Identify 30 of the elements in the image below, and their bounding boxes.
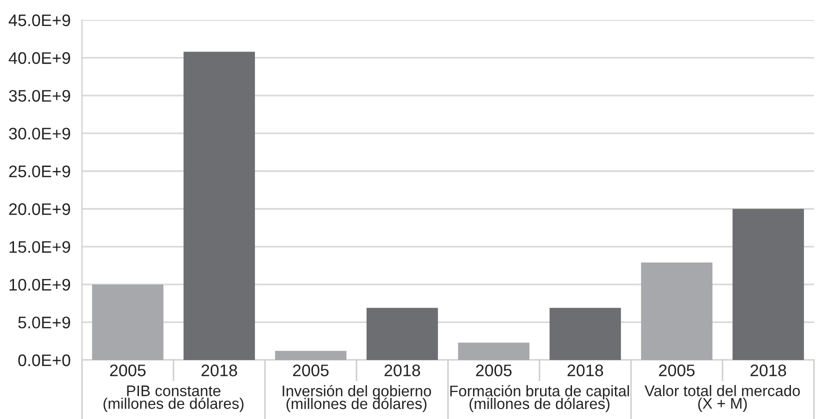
x-tick-label: Inversión del gobierno (millones de dólares)	[282, 385, 432, 412]
text: 2005	[293, 364, 329, 376]
y-tick-label: 30.0E+9	[8, 128, 70, 140]
bar	[550, 308, 621, 360]
bar	[458, 342, 530, 360]
y-tick-label: 20.0E+9	[9, 203, 70, 216]
y-tick-label: 5.0E+9	[18, 316, 70, 328]
bar	[641, 262, 712, 360]
bar	[732, 208, 804, 360]
y-tick-label: 40.0E+9	[8, 52, 70, 64]
text: 2018	[750, 364, 786, 376]
bar	[184, 52, 255, 360]
bar	[275, 350, 346, 360]
text: 2005	[659, 364, 695, 376]
series-label: 2018	[202, 364, 238, 376]
x-tick-label: Valor total del mercado (X + M)	[644, 385, 800, 412]
y-tick-label: 45.0E+9	[8, 14, 70, 26]
series-label: 2005	[110, 364, 146, 376]
text: 2018	[384, 364, 420, 376]
text: 2018	[568, 364, 604, 376]
text: 2005	[476, 364, 512, 376]
y-tick-label: 10.0E+9	[10, 278, 70, 291]
y-tick-label: 15.0E+9	[10, 241, 70, 253]
y-tick-label: 35.0E+9	[8, 90, 70, 102]
x-tick-label: Formación bruta de capital (millones de dólares)	[450, 385, 629, 412]
y-tick-label: 25.0E+9	[9, 166, 70, 178]
y-tick-label: 0.0E+0	[18, 354, 70, 366]
bar	[366, 308, 438, 360]
bar	[92, 284, 164, 360]
x-tick-label: PIB constante (millones de dólares)	[104, 386, 244, 412]
